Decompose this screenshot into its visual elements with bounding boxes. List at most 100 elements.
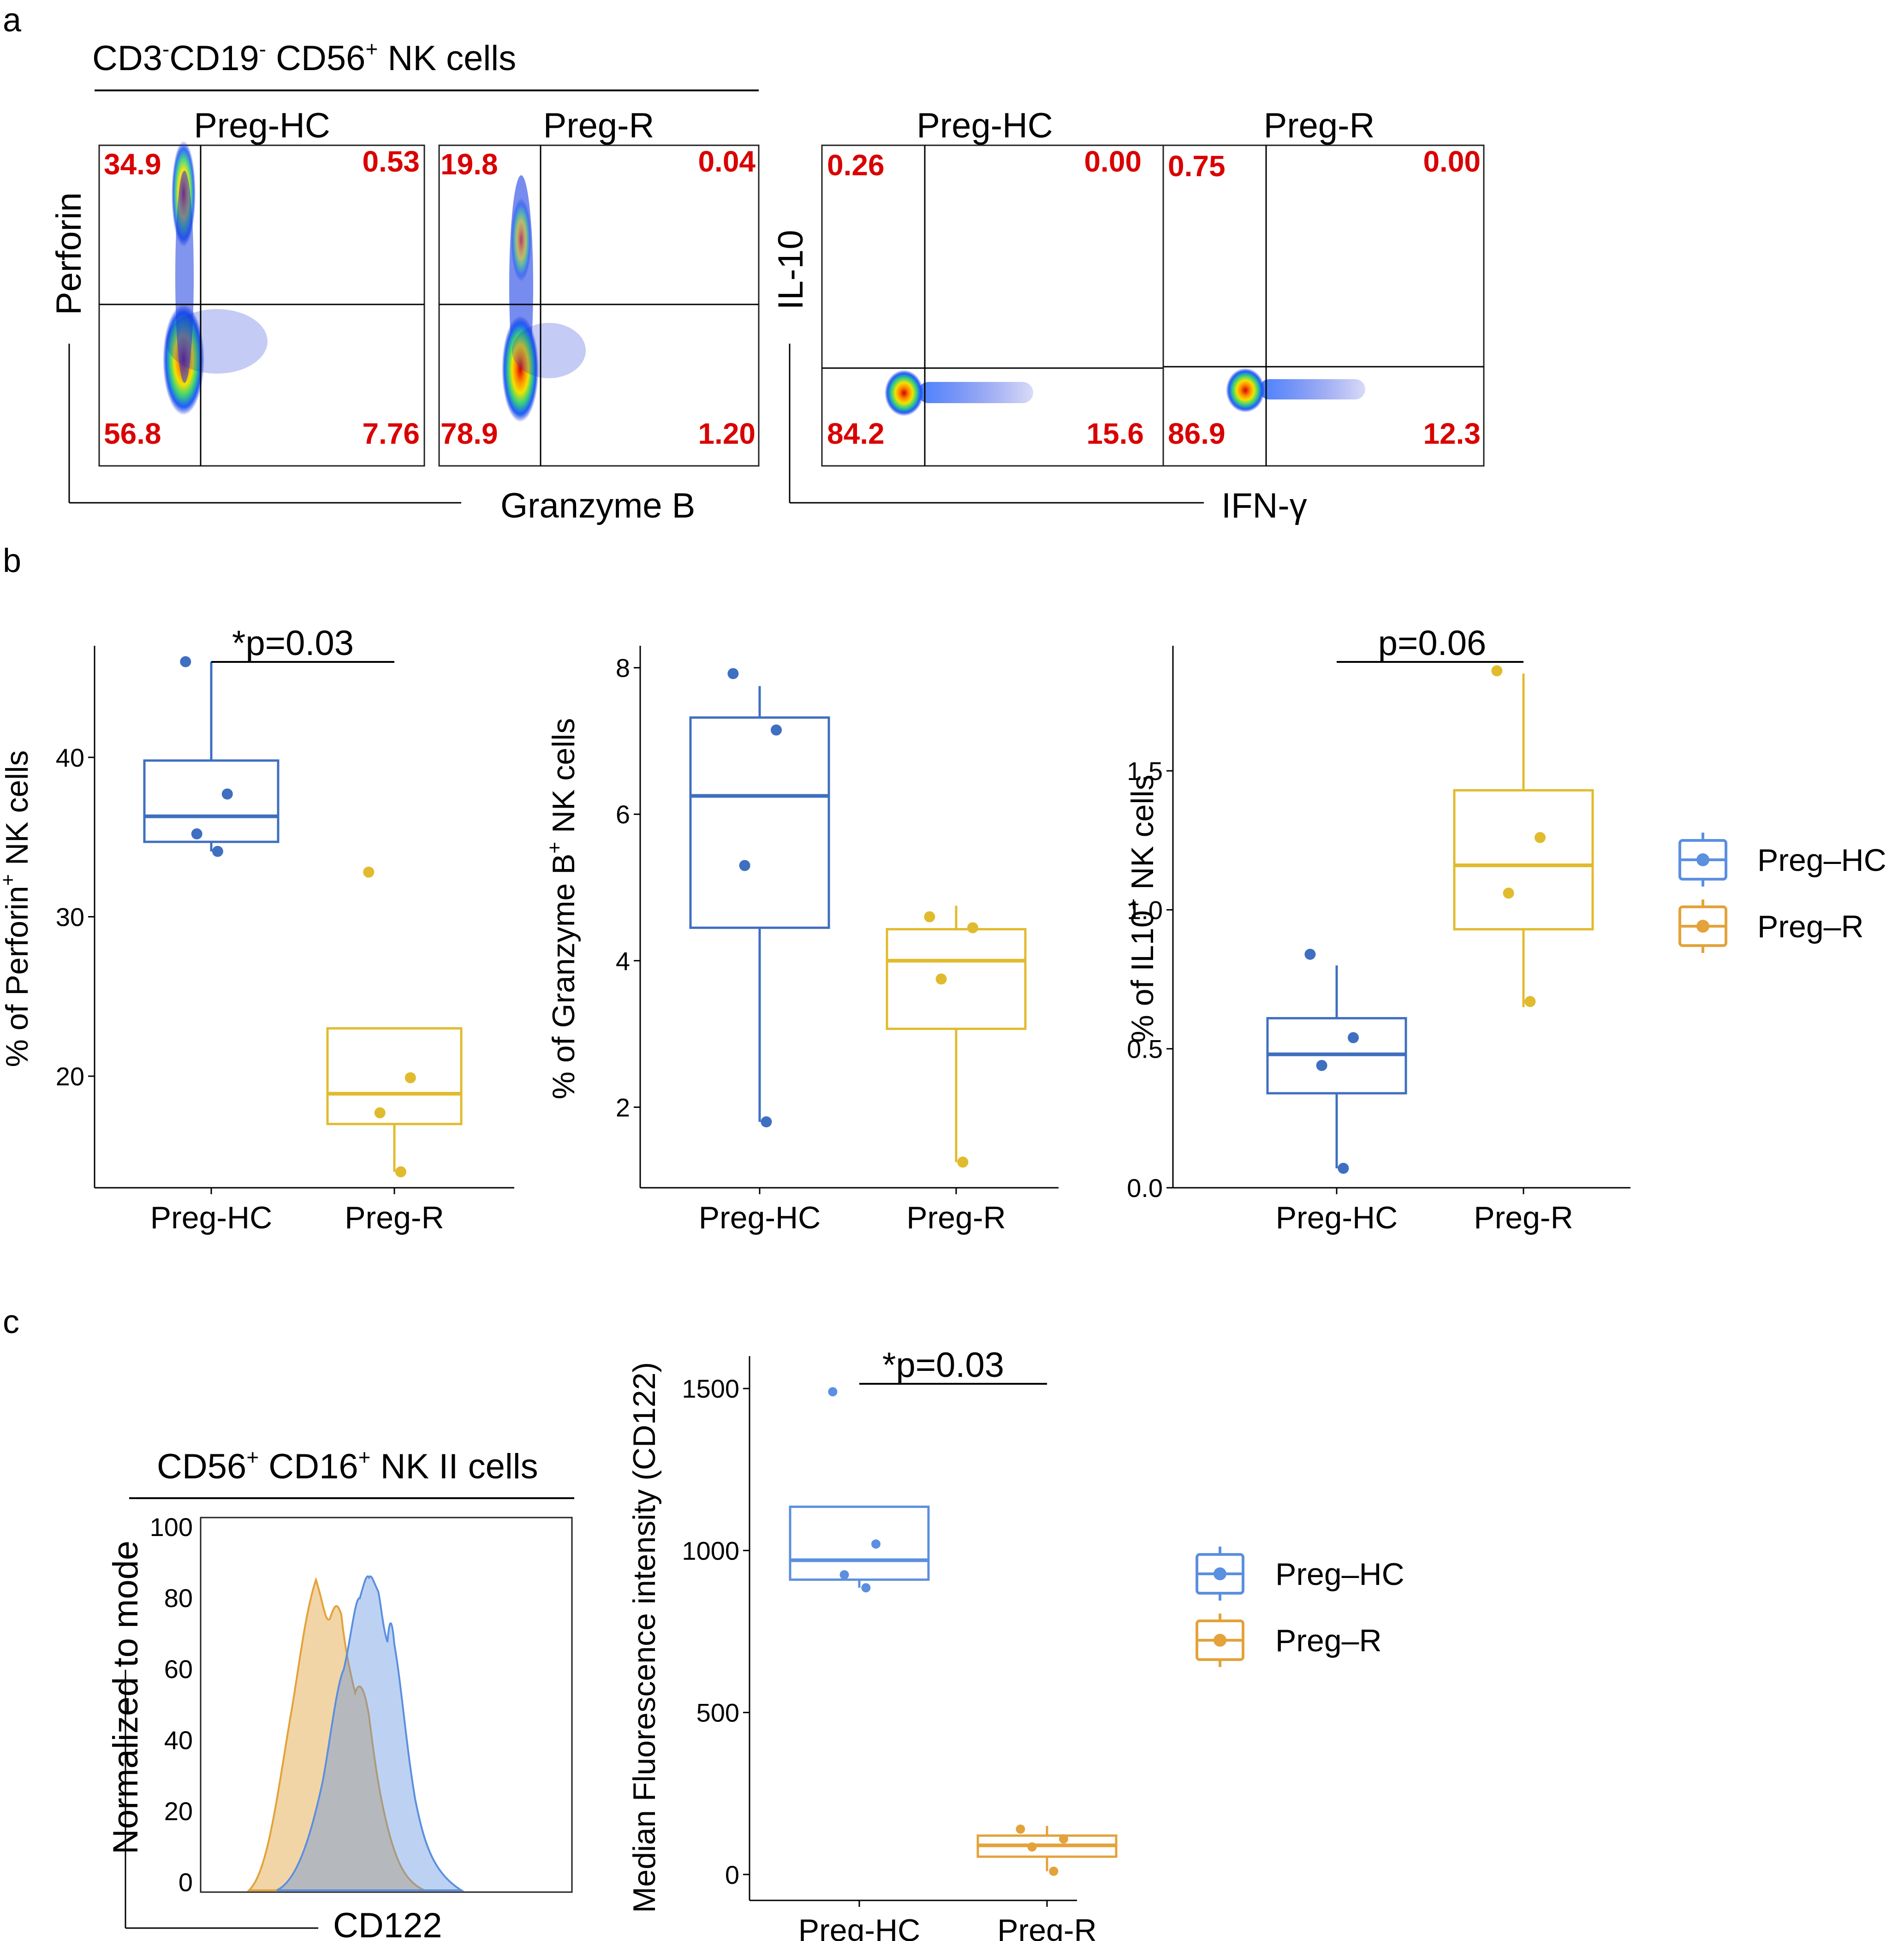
legend-point: [1214, 1634, 1226, 1647]
boxplot-granzyme: 2 4 6 8 Preg-HC Preg-R % of Granzyme B+ NK cel…: [543, 646, 1059, 1235]
y-tick-label: 1.5: [1127, 756, 1163, 786]
data-point: [374, 1107, 386, 1119]
flow-plot-il10-r: Preg-R 0.75 0.00 86.9 12.3: [1162, 106, 1485, 467]
panel-label-c: c: [3, 1304, 19, 1340]
y-tick-label: 1500: [682, 1374, 739, 1403]
data-point: [1535, 832, 1546, 843]
quadrant-value-ur: 0.00: [1084, 145, 1142, 178]
quadrant-value-ll: 86.9: [1168, 417, 1226, 450]
legend-point: [1696, 853, 1709, 866]
quadrant-value-ur: 0.53: [362, 145, 420, 178]
data-point: [221, 788, 233, 800]
y-axis-label: Median Fluorescence intensity (CD122): [627, 1362, 662, 1913]
data-point: [1059, 1834, 1068, 1844]
flow-plot-frame: [98, 144, 425, 467]
y-tick-label: 0.5: [1127, 1035, 1163, 1064]
data-point: [727, 668, 739, 679]
data-point: [839, 1570, 849, 1580]
flow-plot-perforin-hc: Preg-HC 34.9 0.53 56.8 7.76: [98, 106, 425, 467]
flow-plot-title: Preg-R: [543, 106, 654, 145]
x-axis-label-ifng: IFN-γ: [1221, 486, 1307, 525]
data-point: [1524, 996, 1536, 1007]
y-axis-label: % of Perforin+ NK cells: [0, 750, 35, 1067]
data-point: [191, 828, 202, 840]
data-point: [1338, 1162, 1349, 1174]
flow-plot-frame: [821, 144, 1178, 467]
y-tick-label: 30: [56, 903, 84, 932]
y-tick-label: 6: [616, 800, 630, 829]
flow-plot-frame: [1162, 144, 1485, 467]
flow-plot-title: Preg-HC: [194, 106, 330, 145]
data-point: [935, 973, 947, 985]
data-point: [771, 724, 782, 736]
quadrant-value-ul: 0.26: [827, 149, 885, 182]
data-point: [395, 1166, 406, 1178]
legend-label: Preg–R: [1275, 1623, 1382, 1658]
data-point: [924, 911, 935, 923]
x-tick-label: Preg-R: [906, 1200, 1006, 1235]
histogram-title: CD56+ CD16+ NK II cells: [157, 1445, 538, 1486]
y-tick-label: 40: [56, 743, 84, 772]
legend-label: Preg–R: [1757, 909, 1864, 944]
data-point: [1027, 1842, 1037, 1852]
legend-c: Preg–HC Preg–R: [1196, 1547, 1404, 1667]
data-point: [1503, 887, 1514, 899]
flow-density-cluster: [1259, 379, 1365, 399]
x-tick-label: Preg-HC: [150, 1200, 273, 1235]
y-tick-label: 0: [725, 1860, 739, 1889]
quadrant-value-lr: 1.20: [698, 417, 756, 450]
x-tick-label: Preg-HC: [1276, 1200, 1398, 1235]
y-tick-label: 20: [56, 1062, 84, 1091]
data-point: [363, 866, 375, 878]
data-point: [957, 1156, 969, 1168]
gate-title: CD3-CD19- CD56+ NK cells: [92, 37, 516, 78]
data-point: [405, 1072, 416, 1084]
y-axis-label-perforin: Perforin: [49, 192, 89, 315]
quadrant-value-ul: 0.75: [1168, 149, 1226, 183]
quadrant-value-ll: 56.8: [104, 417, 161, 450]
quadrant-value-ur: 0.04: [698, 145, 756, 178]
cd122-histogram: CD56+ CD16+ NK II cells 100 80 60 40 20 …: [106, 1445, 574, 1941]
data-point: [1348, 1032, 1359, 1043]
flow-density-cluster: [885, 370, 923, 416]
legend-b: Preg–HC Preg–R: [1678, 833, 1886, 953]
histogram-curve-preg-hc: [276, 1575, 464, 1891]
data-point: [1491, 665, 1503, 677]
flow-plot-perforin-r: Preg-R 19.8 0.04 78.9 1.20: [438, 106, 760, 467]
data-point: [212, 845, 223, 857]
y-tick-label: 1.0: [1127, 895, 1163, 924]
histogram-x-label: CD122: [333, 1906, 442, 1941]
data-point: [761, 1116, 772, 1128]
y-tick-label: 40: [164, 1726, 193, 1755]
flow-plot-title: Preg-HC: [916, 106, 1053, 145]
flow-density-cluster: [512, 323, 586, 378]
legend-item-preg-hc: Preg–HC: [1196, 1547, 1404, 1601]
histogram-frame: [200, 1517, 573, 1893]
quadrant-value-lr: 15.6: [1086, 417, 1144, 450]
y-axis-label: % of IL10+ NK cells: [1122, 774, 1160, 1042]
panel-label-b: b: [3, 542, 21, 579]
y-tick-label: 100: [150, 1512, 193, 1542]
quadrant-value-lr: 12.3: [1423, 417, 1481, 450]
flow-density-cluster: [502, 316, 539, 422]
flow-density-cluster: [1226, 368, 1265, 412]
panel-label-a: a: [3, 2, 22, 39]
y-tick-label: 80: [164, 1584, 193, 1613]
x-axis-label-granzyme: Granzyme B: [500, 486, 695, 525]
y-tick-label: 2: [616, 1093, 630, 1122]
data-point: [739, 860, 750, 871]
quadrant-value-ul: 19.8: [440, 148, 498, 181]
y-tick-label: 0: [178, 1868, 193, 1897]
flow-density-cluster: [511, 198, 531, 281]
x-tick-label: Preg-HC: [699, 1200, 821, 1235]
flow-plot-title: Preg-R: [1264, 106, 1375, 145]
quadrant-value-lr: 7.76: [362, 417, 420, 450]
quadrant-value-ll: 78.9: [440, 417, 498, 450]
legend-point: [1696, 920, 1709, 933]
box-iqr: [143, 759, 280, 843]
quadrant-value-ll: 84.2: [827, 417, 885, 450]
data-point: [871, 1539, 881, 1549]
box-iqr: [326, 1027, 463, 1125]
quadrant-value-ur: 0.00: [1423, 145, 1481, 178]
x-tick-label: Preg-R: [997, 1913, 1096, 1941]
